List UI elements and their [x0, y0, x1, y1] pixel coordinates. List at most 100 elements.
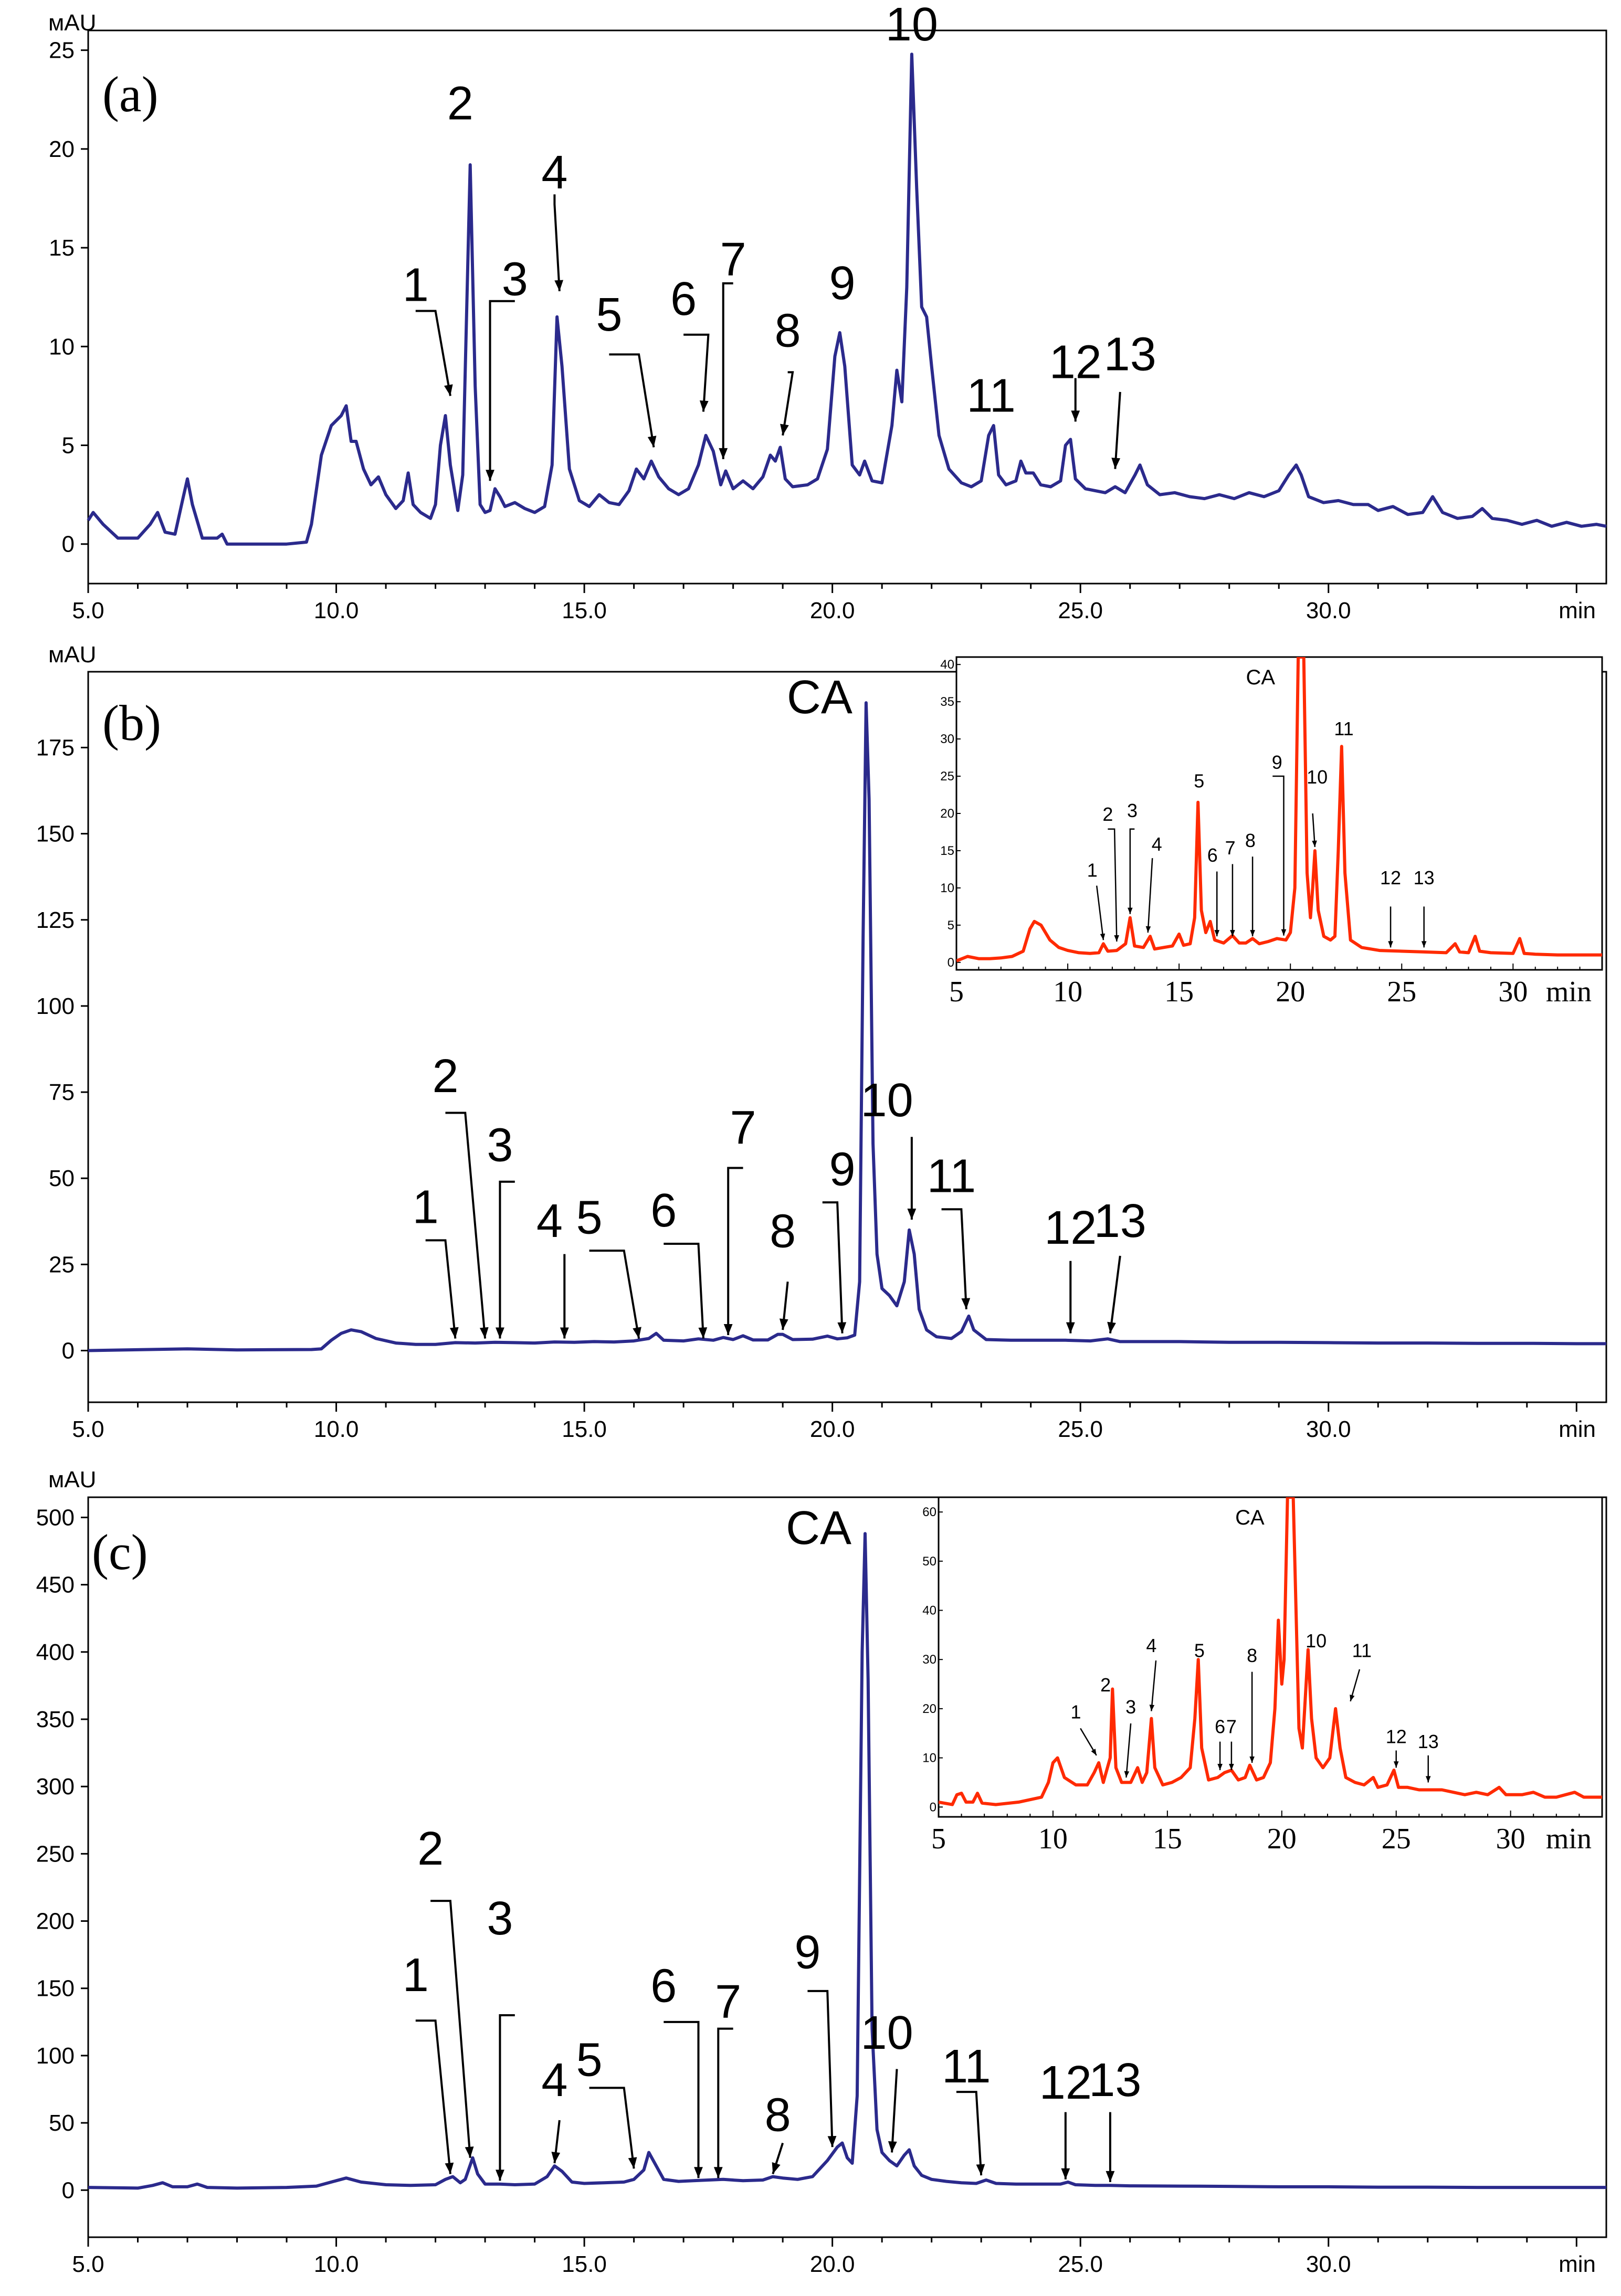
peak-arrow-13-head	[1106, 2171, 1115, 2182]
peak-arrow-12-head	[1061, 2168, 1070, 2179]
peak-arrow-1-head	[449, 1327, 459, 1339]
inset-peak-arrow-1-head	[1100, 933, 1106, 940]
peak-arrow-3	[499, 1180, 515, 1339]
inset-frame-c	[938, 1496, 1603, 1818]
peak-label-7: 7	[720, 234, 746, 286]
inset-x-tick-label: 25	[1382, 1823, 1411, 1855]
peak-label-8: 8	[770, 1205, 796, 1258]
peak-arrow-10-head	[888, 2141, 897, 2153]
inset-y-tick-label: 40	[922, 1603, 936, 1617]
inset-peak-label-13: 13	[1418, 1731, 1439, 1752]
peak-arrow-4-head	[554, 280, 564, 291]
peak-arrow-13	[1114, 392, 1121, 469]
x-axis-label: min	[1559, 2251, 1596, 2277]
plot-frame-b	[87, 671, 1607, 1403]
peak-label-11: 11	[942, 2040, 991, 2093]
y-tick-label: 0	[62, 532, 75, 557]
peak-label-4: 4	[541, 146, 567, 199]
inset-ca-label: CA	[1246, 666, 1275, 689]
peak-arrow-3-head	[486, 470, 494, 481]
inset-peak-label-2: 2	[1102, 803, 1113, 825]
peak-label-1: 1	[413, 1181, 439, 1234]
inset-peak-label-11: 11	[1334, 718, 1353, 739]
peak-label-9: 9	[829, 1143, 856, 1195]
inset-peak-arrow-3-head	[1128, 907, 1133, 914]
peak-arrow-4-head	[560, 1327, 569, 1339]
peak-arrow-12-head	[1066, 1322, 1075, 1334]
peak-label-10: 10	[886, 0, 938, 51]
peak-arrow-2	[445, 1112, 487, 1339]
inset-x-axis-label: min	[1546, 976, 1592, 1008]
peak-label-2: 2	[417, 1823, 444, 1875]
peak-arrow-12-head	[1071, 410, 1080, 422]
inset-y-tick-label: 50	[922, 1554, 936, 1569]
y-tick-label: 125	[36, 907, 75, 933]
y-tick-label: 500	[36, 1505, 75, 1530]
inset-y-tick-label: 60	[922, 1505, 936, 1519]
peak-arrow-6	[683, 333, 710, 412]
series-line-c-0	[88, 1532, 1606, 2190]
peak-arrow-5	[609, 353, 655, 448]
y-tick-label: 300	[36, 1774, 75, 1800]
peak-label-11: 11	[966, 370, 1015, 422]
x-tick-label: 20.0	[810, 1416, 855, 1442]
peak-arrow-2	[430, 1900, 471, 2158]
inset-peak-label-8: 8	[1247, 1645, 1257, 1666]
inset-x-tick-label: 10	[1038, 1823, 1068, 1855]
y-tick-label: 25	[49, 38, 75, 64]
x-tick-label: 10.0	[314, 1416, 359, 1442]
inset-peak-label-6: 6	[1215, 1716, 1225, 1738]
peak-arrow-1	[415, 2019, 451, 2174]
inset-peak-arrow-6-head	[1217, 1763, 1223, 1770]
peak-label-6: 6	[650, 1184, 677, 1237]
peak-arrow-5	[589, 1250, 640, 1339]
inset-peak-arrow-1-head	[1091, 1749, 1097, 1755]
peak-arrow-8-head	[779, 1318, 788, 1330]
panel-tag: (b)	[102, 695, 161, 751]
inset-y-tick-label: 0	[948, 956, 954, 970]
peak-label-5: 5	[576, 2034, 603, 2086]
y-axis-unit-label: мAU	[48, 10, 96, 36]
peak-label-4: 4	[536, 1195, 563, 1247]
peak-arrow-13-head	[1111, 458, 1121, 469]
peak-label-9: 9	[829, 257, 856, 310]
inset-peak-label-9: 9	[1272, 752, 1282, 773]
peak-arrow-3	[489, 300, 515, 481]
y-tick-label: 15	[49, 235, 75, 261]
peak-label-4: 4	[541, 2054, 567, 2107]
x-tick-label: 30.0	[1306, 598, 1351, 623]
peak-arrow-7-head	[713, 2167, 723, 2178]
inset-peak-arrow-9	[1272, 775, 1285, 936]
peak-label-12: 12	[1044, 1202, 1097, 1254]
inset-x-tick-label: 20	[1276, 976, 1305, 1008]
peak-arrow-11	[941, 1208, 967, 1309]
peak-arrow-11	[956, 2091, 983, 2176]
peak-label-3: 3	[502, 253, 528, 305]
peak-label-13: 13	[1089, 2054, 1141, 2107]
x-tick-label: 15.0	[562, 1416, 607, 1442]
peak-label-7: 7	[715, 1976, 741, 2028]
inset-y-tick-label: 10	[940, 881, 954, 895]
peak-label-5: 5	[576, 1191, 603, 1244]
peak-arrow-1-head	[444, 384, 453, 396]
inset-peak-label-12: 12	[1380, 867, 1401, 888]
x-tick-label: 5.0	[72, 1416, 104, 1442]
inset-peak-label-3: 3	[1127, 800, 1138, 821]
inset-peak-label-11: 11	[1352, 1640, 1372, 1662]
y-tick-label: 25	[49, 1252, 75, 1277]
peak-arrow-9	[822, 1201, 844, 1334]
inset-peak-arrow-7-head	[1230, 930, 1235, 937]
peak-arrow-2-head	[479, 1327, 489, 1339]
peak-arrow-7	[727, 1167, 743, 1335]
series-line-a-0	[87, 52, 1607, 546]
inset-peak-label-7: 7	[1226, 1716, 1237, 1738]
y-tick-label: 75	[49, 1080, 75, 1105]
x-tick-label: 10.0	[314, 2251, 359, 2277]
inset-peak-arrow-4-head	[1149, 1705, 1155, 1711]
inset-peak-arrow-13-head	[1425, 1776, 1431, 1783]
y-tick-label: 450	[36, 1572, 75, 1598]
inset-peak-arrow-11-head	[1350, 1694, 1355, 1701]
